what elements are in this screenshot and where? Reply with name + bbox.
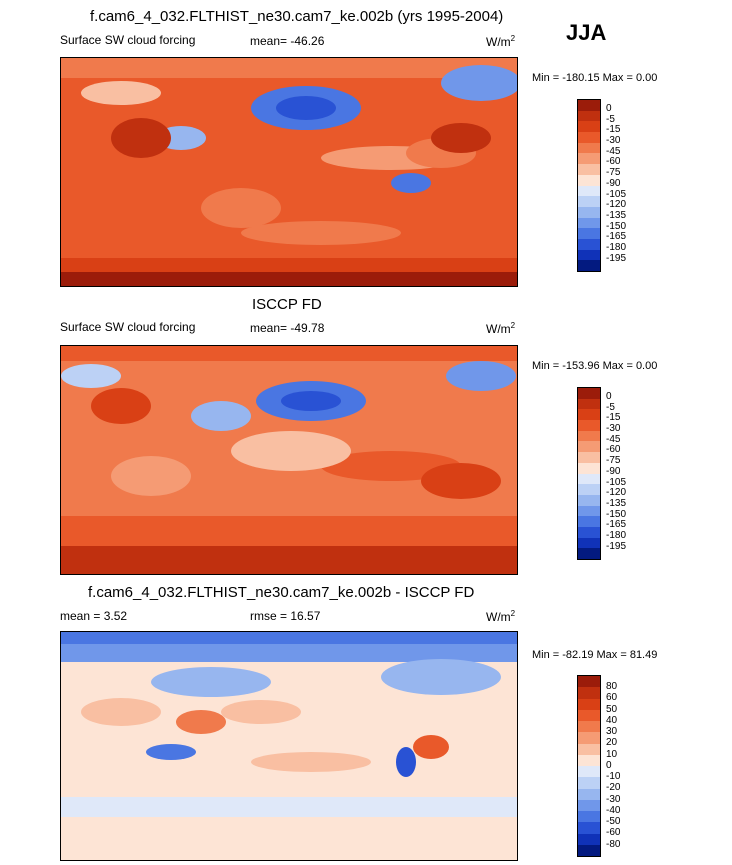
colorbar-swatch <box>578 217 600 229</box>
panel1-colorbar-ticks: 0 -5 -15 -30 -45 -60 -75 -90 -105 -120 -135 -150 -16… <box>606 103 627 264</box>
panel2-colorbar <box>577 387 601 560</box>
colorbar-swatch <box>578 132 600 143</box>
colorbar-swatch <box>578 721 600 733</box>
season-label: JJA <box>566 20 607 45</box>
colorbar-swatch <box>578 516 600 527</box>
colorbar-swatch <box>578 228 600 239</box>
panel2-minmax: Min = -153.96 Max = 0.00 <box>532 360 658 372</box>
colorbar-swatch <box>578 238 600 250</box>
panel3-mean-label: mean = 3.52 <box>60 609 128 623</box>
panel1-minmax: Min = -180.15 Max = 0.00 <box>532 72 658 84</box>
panel2-units: W/m2 <box>486 321 516 336</box>
colorbar-swatch <box>578 822 600 834</box>
colorbar-swatch <box>578 788 600 800</box>
colorbar-swatch <box>578 537 600 549</box>
colorbar-swatch <box>578 462 600 474</box>
colorbar-swatch <box>578 698 600 710</box>
colorbar-swatch <box>578 494 600 506</box>
colorbar-swatch <box>578 754 600 766</box>
panel3-colorbar <box>577 675 601 857</box>
colorbar-swatch <box>578 420 600 431</box>
colorbar-swatch <box>578 743 600 755</box>
panel3-rmse-label: rmse = 16.57 <box>250 609 321 623</box>
colorbar-swatch <box>578 196 600 207</box>
colorbar-swatch <box>578 388 600 399</box>
panel3-minmax: Min = -82.19 Max = 81.49 <box>532 649 658 661</box>
colorbar-swatch <box>578 484 600 495</box>
colorbar-swatch <box>578 811 600 823</box>
colorbar-swatch <box>578 185 600 197</box>
panel1-map <box>60 57 518 287</box>
colorbar-swatch <box>578 430 600 442</box>
panel1-map-svg <box>61 58 517 286</box>
colorbar-swatch <box>578 526 600 538</box>
panel3-colorbar-ticks: 80 60 50 40 30 20 10 0 -10 -20 -30 -40 -50 -60 -80 <box>606 681 621 850</box>
colorbar-swatch <box>578 206 600 218</box>
colorbar-swatch <box>578 100 600 111</box>
colorbar-swatch <box>578 505 600 517</box>
colorbar-swatch <box>578 110 600 122</box>
colorbar-swatch <box>578 844 600 856</box>
colorbar-swatch <box>578 260 600 271</box>
colorbar-swatch <box>578 709 600 721</box>
panel2-colorbar-ticks: 0 -5 -15 -30 -45 -60 -75 -90 -105 -120 -135 -150 -16… <box>606 391 627 552</box>
panel1-mean-label: mean= -46.26 <box>250 34 325 48</box>
colorbar-swatch <box>578 121 600 133</box>
colorbar-swatch <box>578 473 600 485</box>
colorbar-swatch <box>578 164 600 175</box>
colorbar-swatch <box>578 766 600 778</box>
main-title: f.cam6_4_032.FLTHIST_ne30.cam7_ke.002b (… <box>90 8 504 25</box>
colorbar-swatch <box>578 409 600 421</box>
panel3-map-svg <box>61 632 517 860</box>
colorbar-swatch <box>578 732 600 744</box>
panel1-variable-label: Surface SW cloud forcing <box>60 33 196 47</box>
panel3-units: W/m2 <box>486 609 516 624</box>
panel2-map-svg <box>61 346 517 574</box>
colorbar-swatch <box>578 142 600 154</box>
colorbar-swatch <box>578 153 600 165</box>
colorbar-swatch <box>578 676 600 688</box>
colorbar-swatch <box>578 174 600 186</box>
panel2-variable-label: Surface SW cloud forcing <box>60 320 196 334</box>
panel3-map <box>60 631 518 861</box>
colorbar-swatch <box>578 249 600 261</box>
colorbar-swatch <box>578 441 600 453</box>
panel3-title: f.cam6_4_032.FLTHIST_ne30.cam7_ke.002b -… <box>88 584 475 601</box>
panel2-map <box>60 345 518 575</box>
colorbar-swatch <box>578 687 600 699</box>
panel2-mean-label: mean= -49.78 <box>250 321 325 335</box>
colorbar-swatch <box>578 452 600 463</box>
panel1-units: W/m2 <box>486 34 516 49</box>
colorbar-swatch <box>578 799 600 811</box>
panel2-title: ISCCP FD <box>252 296 322 313</box>
colorbar-swatch <box>578 833 600 845</box>
colorbar-swatch <box>578 777 600 789</box>
panel1-colorbar <box>577 99 601 272</box>
colorbar-swatch <box>578 398 600 410</box>
colorbar-swatch <box>578 548 600 559</box>
